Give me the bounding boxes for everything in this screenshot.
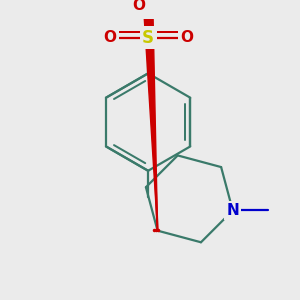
Text: O: O — [180, 30, 193, 45]
Text: N: N — [226, 203, 239, 218]
Text: O: O — [132, 0, 145, 13]
Text: O: O — [103, 30, 116, 45]
Polygon shape — [143, 5, 158, 231]
Text: S: S — [142, 29, 154, 47]
